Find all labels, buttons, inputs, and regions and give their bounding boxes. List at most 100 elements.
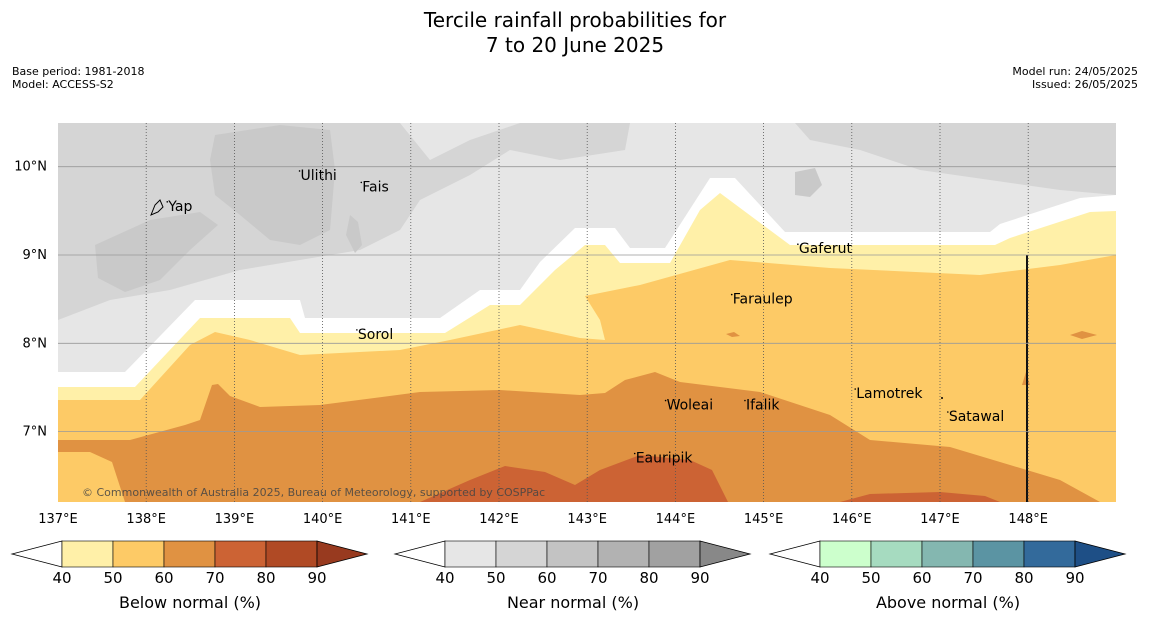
colorbar-segment [597, 540, 650, 568]
colorbar-extend-low [393, 540, 446, 568]
colorbar-extend-low [768, 540, 821, 568]
place-marker [730, 293, 733, 296]
place-marker [947, 411, 949, 413]
gridlines [58, 123, 1116, 502]
place-marker [744, 399, 746, 402]
colorbar-segment [61, 540, 114, 568]
place-marker [854, 388, 857, 390]
colorbar-tick-label: 60 [912, 569, 931, 587]
colorbar-segment [819, 540, 872, 568]
base-period-info: Base period: 1981-2018 Model: ACCESS-S2 [12, 65, 144, 91]
place-marker [797, 243, 799, 246]
model-text: Model: ACCESS-S2 [12, 78, 114, 91]
colorbar-tick-label: 70 [205, 569, 224, 587]
colorbar-tick-label: 50 [486, 569, 505, 587]
place-label: Yap [167, 199, 192, 215]
colorbar-extend-high [1074, 540, 1127, 568]
below-normal-60-region [58, 372, 1100, 502]
colorbar-tick-label: 40 [810, 569, 829, 587]
place-label: Eauripik [636, 451, 694, 467]
place-label: Woleai [667, 398, 714, 414]
colorbar-segment [870, 540, 923, 568]
near-normal-60-patch [795, 168, 822, 197]
near-normal-60-region [210, 125, 335, 245]
map-axes: 137°E 138°E 139°E 140°E 141°E 142°E 143°E 144°E… [14, 160, 1048, 527]
place-marker [298, 170, 301, 172]
lon-tick-label: 140°E [303, 512, 343, 527]
colorbar-label-near: Near normal (%) [506, 593, 640, 612]
lon-tick-label: 145°E [744, 512, 784, 527]
place-label: Satawal [949, 409, 1004, 425]
place-marker [166, 201, 169, 203]
colorbar-segment [1023, 540, 1076, 568]
small-patch-faraulep [726, 332, 740, 337]
lon-tick-label: 137°E [38, 512, 78, 527]
colorbar-tick-label: 90 [1065, 569, 1084, 587]
colorbar-tick-label: 90 [690, 569, 709, 587]
colorbar-segment [163, 540, 216, 568]
issued-text: Issued: 26/05/2025 [1031, 78, 1138, 91]
colorbar-segment [921, 540, 974, 568]
lon-tick-label: 142°E [479, 512, 519, 527]
colorbars: 40 50 60 70 80 90 40 50 60 70 80 90 40 50 60 70 80 90 [10, 540, 1127, 587]
lon-tick-label: 141°E [391, 512, 431, 527]
colorbar-tick-label: 50 [861, 569, 880, 587]
lat-tick-label: 9°N [23, 248, 48, 263]
place-marker [360, 181, 363, 184]
lon-tick-label: 148°E [1008, 512, 1048, 527]
colorbar-segment [972, 540, 1025, 568]
colorbar-extend-low [10, 540, 63, 568]
near-normal-60-region-east [795, 123, 1116, 195]
lat-tick-label: 8°N [23, 336, 48, 351]
lon-tick-label: 143°E [567, 512, 607, 527]
small-patch-east [1070, 331, 1097, 339]
place-label: Fais [362, 179, 389, 195]
colorbar-tick-label: 80 [256, 569, 275, 587]
place-label: Gaferut [799, 241, 853, 257]
colorbar-extend-high [699, 540, 752, 568]
below-normal-70-region [420, 455, 728, 502]
colorbar-segment [648, 540, 701, 568]
colorbar-label-below: Below normal (%) [118, 593, 262, 612]
colorbar-segment [546, 540, 599, 568]
lon-tick-label: 138°E [126, 512, 166, 527]
copyright-text: © Commonwealth of Australia 2025, Bureau… [82, 486, 545, 499]
lon-tick-label: 146°E [832, 512, 872, 527]
map-title: Tercile rainfall probabilities for 7 to … [0, 8, 1150, 58]
colorbar-segment [112, 540, 165, 568]
lon-tick-label: 147°E [920, 512, 960, 527]
model-run-info: Model run: 24/05/2025 Issued: 26/05/2025 [1012, 65, 1138, 91]
yap-island-outline [150, 199, 164, 216]
lat-tick-label: 10°N [14, 160, 47, 175]
colorbar-tick-label: 80 [1014, 569, 1033, 587]
colorbar-tick-label: 80 [639, 569, 658, 587]
colorbar-tick-label: 50 [103, 569, 122, 587]
base-period-text: Base period: 1981-2018 [12, 65, 145, 78]
lon-tick-label: 144°E [656, 512, 696, 527]
colorbar-extend-high [316, 540, 369, 568]
colorbar-tick-label: 70 [588, 569, 607, 587]
title-line-2: 7 to 20 June 2025 [485, 33, 665, 57]
place-label: Lamotrek [856, 386, 923, 402]
lon-tick-label: 139°E [215, 512, 255, 527]
colorbar-tick-label: 60 [537, 569, 556, 587]
colorbar-tick-label: 40 [435, 569, 454, 587]
colorbar-segment [495, 540, 548, 568]
place-marker [356, 329, 358, 331]
place-marker [941, 397, 943, 399]
place-marker [633, 452, 636, 455]
title-line-1: Tercile rainfall probabilities for [423, 8, 727, 32]
place-labels: Ulithi Fais Yap Gaferut Faraulep Sorol Lamotre… [166, 168, 1004, 467]
colorbar-tick-label: 90 [307, 569, 326, 587]
colorbar-segment [444, 540, 497, 568]
near-normal-50-region [58, 123, 630, 320]
place-label: Sorol [358, 327, 393, 343]
near-normal-60-patch-fais [346, 215, 362, 253]
colorbar-segment [265, 540, 318, 568]
map-plot-area [58, 123, 1116, 502]
colorbar-tick-label: 60 [154, 569, 173, 587]
place-label: Ulithi [301, 168, 337, 184]
colorbar-label-above: Above normal (%) [875, 593, 1021, 612]
colorbar-tick-label: 40 [52, 569, 71, 587]
